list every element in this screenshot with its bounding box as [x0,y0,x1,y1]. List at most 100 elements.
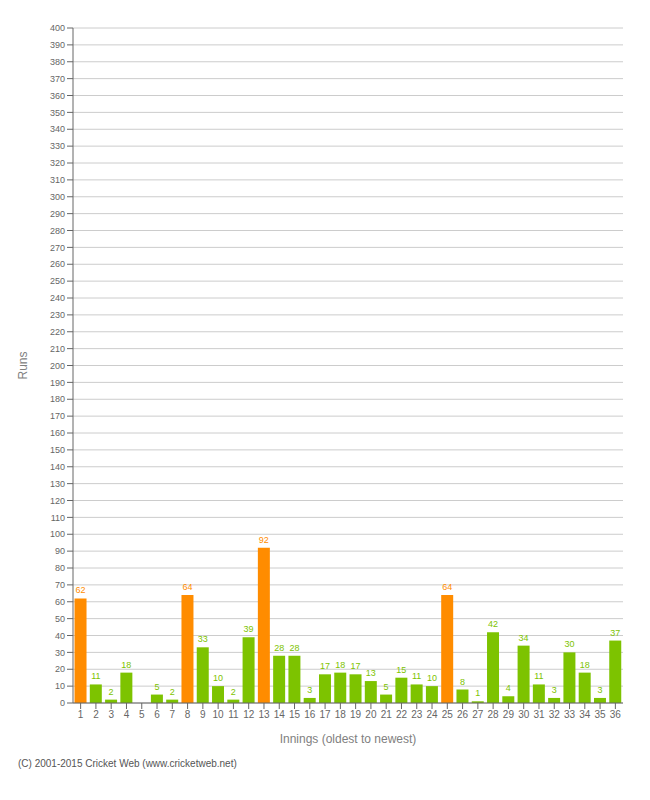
svg-text:28: 28 [274,643,284,653]
svg-text:80: 80 [55,563,65,573]
svg-text:9: 9 [200,709,206,720]
svg-text:2: 2 [93,709,99,720]
svg-text:11: 11 [412,671,421,681]
svg-text:300: 300 [50,192,65,202]
svg-text:260: 260 [50,259,65,269]
svg-text:160: 160 [50,428,65,438]
svg-text:62: 62 [76,585,86,595]
svg-text:120: 120 [50,496,65,506]
svg-text:18: 18 [335,660,345,670]
svg-text:Innings (oldest to newest): Innings (oldest to newest) [280,732,417,746]
svg-text:210: 210 [50,344,65,354]
svg-text:11: 11 [534,671,543,681]
svg-text:42: 42 [488,619,498,629]
svg-text:34: 34 [519,633,529,643]
svg-text:28: 28 [488,709,500,720]
svg-text:10: 10 [213,673,223,683]
svg-text:7: 7 [170,709,176,720]
svg-text:31: 31 [533,709,545,720]
svg-text:200: 200 [50,361,65,371]
svg-text:3: 3 [597,685,602,695]
svg-text:29: 29 [503,709,515,720]
svg-text:5: 5 [384,682,389,692]
svg-text:21: 21 [381,709,393,720]
svg-text:17: 17 [320,709,332,720]
svg-text:6: 6 [154,709,160,720]
svg-text:37: 37 [610,628,620,638]
svg-text:100: 100 [50,529,65,539]
svg-text:4: 4 [506,683,511,693]
svg-text:10: 10 [55,681,65,691]
svg-text:250: 250 [50,276,65,286]
svg-text:34: 34 [579,709,591,720]
svg-text:30: 30 [564,639,574,649]
svg-text:18: 18 [580,660,590,670]
svg-text:33: 33 [564,709,576,720]
svg-text:33: 33 [198,634,208,644]
svg-text:35: 35 [595,709,607,720]
svg-text:1: 1 [78,709,84,720]
svg-text:30: 30 [55,648,65,658]
svg-text:330: 330 [50,141,65,151]
svg-text:17: 17 [351,661,361,671]
svg-text:30: 30 [518,709,530,720]
svg-text:26: 26 [457,709,469,720]
svg-text:24: 24 [426,709,438,720]
svg-text:130: 130 [50,479,65,489]
svg-text:18: 18 [335,709,347,720]
svg-text:110: 110 [51,513,65,523]
svg-text:13: 13 [366,668,376,678]
svg-text:8: 8 [185,709,191,720]
svg-text:2: 2 [231,687,236,697]
svg-text:280: 280 [50,226,65,236]
svg-text:11: 11 [91,671,100,681]
svg-text:32: 32 [549,709,561,720]
svg-text:380: 380 [50,57,65,67]
svg-text:340: 340 [50,124,65,134]
svg-text:16: 16 [304,709,316,720]
svg-text:150: 150 [50,445,65,455]
svg-text:64: 64 [182,582,192,592]
svg-text:2: 2 [109,687,114,697]
svg-text:360: 360 [50,91,65,101]
svg-text:290: 290 [50,209,65,219]
svg-text:270: 270 [50,243,65,253]
svg-text:13: 13 [258,709,270,720]
svg-text:50: 50 [55,614,65,624]
svg-text:220: 220 [50,327,65,337]
svg-text:20: 20 [55,664,65,674]
svg-text:23: 23 [411,709,423,720]
svg-text:190: 190 [50,378,65,388]
svg-text:17: 17 [320,661,330,671]
svg-text:3: 3 [552,685,557,695]
svg-text:36: 36 [610,709,622,720]
svg-text:10: 10 [427,673,437,683]
svg-text:10: 10 [213,709,225,720]
svg-text:92: 92 [259,535,269,545]
svg-text:15: 15 [289,709,301,720]
svg-text:3: 3 [307,685,312,695]
svg-text:3: 3 [108,709,114,720]
svg-text:39: 39 [244,624,254,634]
svg-text:11: 11 [228,709,239,720]
svg-text:5: 5 [154,682,159,692]
svg-text:8: 8 [460,677,465,687]
svg-text:170: 170 [50,411,65,421]
svg-text:Runs: Runs [16,351,30,379]
svg-text:40: 40 [55,631,65,641]
svg-text:350: 350 [50,108,65,118]
svg-text:0: 0 [60,698,65,708]
svg-text:320: 320 [50,158,65,168]
svg-text:180: 180 [50,394,65,404]
svg-text:1: 1 [475,688,480,698]
svg-text:19: 19 [350,709,362,720]
svg-text:390: 390 [50,40,65,50]
svg-text:90: 90 [55,546,65,556]
svg-text:370: 370 [50,74,65,84]
svg-text:15: 15 [396,665,406,675]
svg-text:4: 4 [124,709,130,720]
svg-text:22: 22 [396,709,408,720]
svg-text:60: 60 [55,597,65,607]
svg-text:18: 18 [121,660,131,670]
svg-text:70: 70 [55,580,65,590]
